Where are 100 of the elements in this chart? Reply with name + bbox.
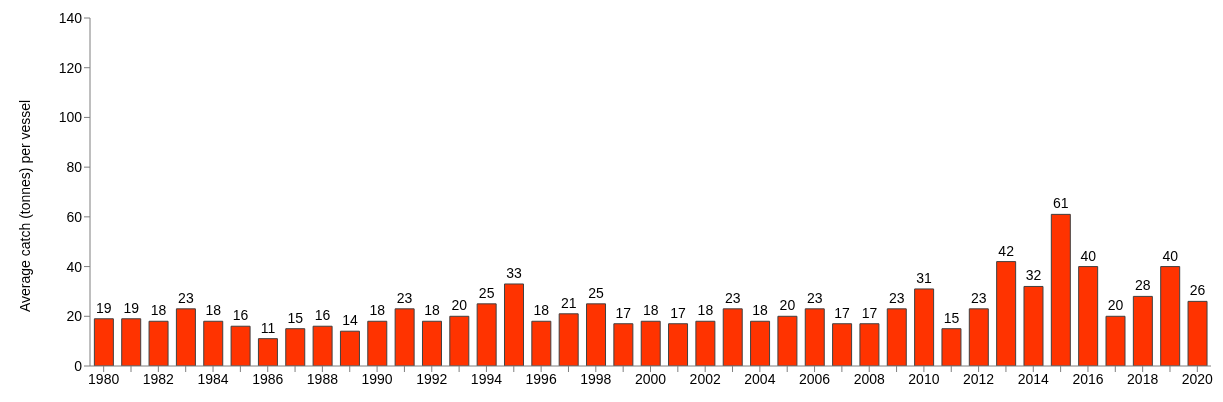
data-label: 17 — [834, 304, 851, 321]
y-tick-label: 80 — [66, 159, 83, 176]
bar — [203, 320, 224, 366]
bar — [968, 308, 989, 366]
data-label: 18 — [533, 302, 550, 319]
bar — [394, 308, 415, 366]
x-tick-label: 2014 — [1017, 370, 1050, 387]
data-label: 23 — [396, 289, 413, 306]
x-tick-label: 2020 — [1181, 370, 1214, 387]
data-label: 19 — [96, 299, 112, 316]
data-label: 18 — [752, 302, 769, 319]
data-label: 20 — [1107, 297, 1124, 314]
bar — [613, 323, 634, 366]
x-tick-label: 2010 — [908, 370, 940, 387]
data-label: 17 — [861, 304, 878, 321]
bar — [668, 323, 689, 366]
x-tick-label: 1980 — [88, 370, 120, 387]
data-label: 25 — [478, 284, 495, 301]
bar — [175, 308, 196, 366]
x-tick-label: 2006 — [798, 370, 831, 387]
data-label: 23 — [724, 289, 741, 306]
x-tick-label: 1994 — [470, 370, 503, 387]
y-tick-label: 120 — [58, 59, 83, 76]
bar — [832, 323, 853, 366]
data-label: 20 — [779, 297, 796, 314]
data-label: 15 — [287, 309, 304, 326]
y-tick-label: 40 — [66, 258, 83, 275]
data-label: 17 — [615, 304, 632, 321]
bar — [804, 308, 825, 366]
data-label: 23 — [178, 289, 194, 306]
data-label: 28 — [1135, 277, 1151, 294]
data-label: 18 — [369, 302, 386, 319]
bar — [777, 315, 798, 366]
data-label: 18 — [424, 302, 440, 319]
bar — [257, 338, 278, 366]
x-tick-label: 2012 — [963, 370, 995, 387]
data-label: 16 — [314, 307, 331, 324]
y-tick-label: 140 — [58, 9, 83, 26]
bar — [449, 315, 470, 366]
data-label: 23 — [888, 289, 905, 306]
bar — [121, 318, 142, 366]
bar — [1187, 300, 1208, 366]
data-label: 16 — [232, 307, 249, 324]
bar — [1023, 285, 1044, 366]
x-tick-label: 1984 — [197, 370, 229, 387]
bar — [1160, 266, 1181, 366]
bar — [859, 323, 880, 366]
data-label: 15 — [943, 309, 960, 326]
data-label: 14 — [342, 312, 358, 329]
data-label: 18 — [205, 302, 222, 319]
x-tick-label: 1992 — [416, 370, 448, 387]
data-label: 33 — [506, 264, 522, 281]
data-label: 19 — [123, 299, 140, 316]
bar — [312, 325, 333, 366]
data-label: 18 — [150, 302, 167, 319]
bar — [285, 328, 306, 366]
bar — [476, 303, 497, 366]
data-label: 17 — [670, 304, 687, 321]
y-tick-label: 20 — [66, 308, 83, 325]
data-label: 61 — [1053, 195, 1069, 212]
y-axis-title: Average catch (tonnes) per vessel — [16, 99, 33, 312]
x-tick-label: 1986 — [252, 370, 284, 387]
x-tick-label: 2004 — [744, 370, 776, 387]
x-tick-label: 2002 — [689, 370, 721, 387]
bar — [367, 320, 388, 366]
x-tick-label: 1996 — [525, 370, 557, 387]
x-tick-label: 1988 — [306, 370, 339, 387]
data-label: 31 — [916, 269, 933, 286]
bar — [230, 325, 251, 366]
data-label: 23 — [971, 289, 987, 306]
bar — [339, 330, 360, 366]
y-tick-label: 0 — [74, 357, 83, 374]
x-tick-label: 1990 — [361, 370, 393, 387]
bar — [941, 328, 962, 366]
data-label: 40 — [1162, 247, 1179, 264]
bar — [750, 320, 771, 366]
x-tick-label: 2016 — [1072, 370, 1104, 387]
data-label: 18 — [697, 302, 714, 319]
y-tick-label: 100 — [58, 109, 83, 126]
data-label: 11 — [260, 319, 276, 336]
bar — [148, 320, 169, 366]
x-tick-label: 2000 — [634, 370, 667, 387]
bar — [640, 320, 661, 366]
bar — [886, 308, 907, 366]
bar — [722, 308, 743, 366]
x-tick-label: 1998 — [580, 370, 612, 387]
data-label: 25 — [588, 284, 605, 301]
bar — [504, 283, 524, 366]
data-label: 21 — [560, 294, 577, 311]
bar — [1078, 266, 1099, 366]
data-label: 32 — [1025, 267, 1042, 284]
bar — [1105, 315, 1126, 366]
bar — [695, 320, 716, 366]
bar — [421, 320, 442, 366]
data-label: 23 — [806, 289, 823, 306]
data-label: 18 — [642, 302, 659, 319]
bar — [914, 288, 935, 366]
data-label: 20 — [451, 297, 468, 314]
bar — [1050, 213, 1071, 366]
bar — [1132, 295, 1153, 366]
